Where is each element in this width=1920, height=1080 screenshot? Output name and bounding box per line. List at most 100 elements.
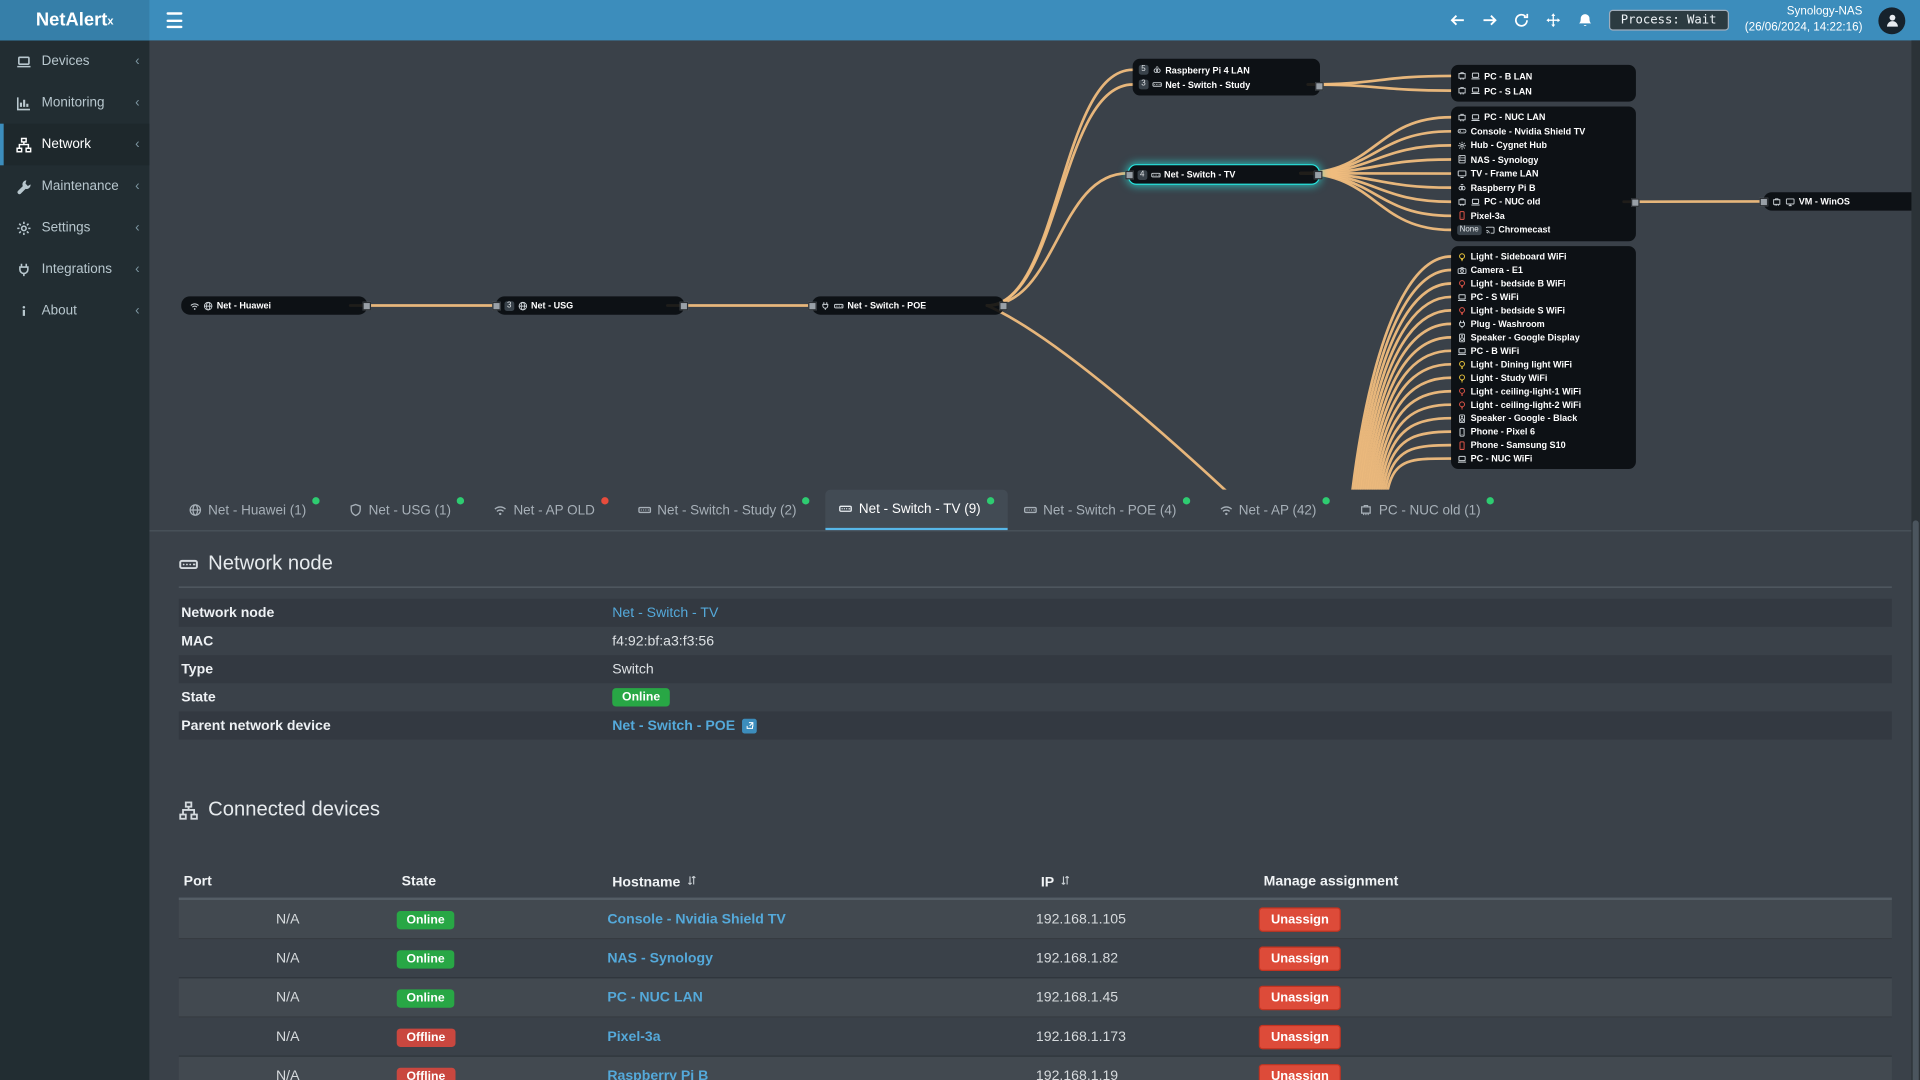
- cell-ip: 192.168.1.82: [1035, 950, 1119, 966]
- device-label: Light - Sideboard WiFi: [1470, 251, 1567, 263]
- refresh-icon[interactable]: [1513, 12, 1529, 28]
- diagram-device-speaker-google-display[interactable]: Speaker - Google Display: [1457, 331, 1630, 344]
- device-link-pixel-3a[interactable]: Pixel-3a: [607, 1029, 661, 1044]
- diagram-device-console-nvidia-shield-tv[interactable]: Console - Nvidia Shield TV: [1457, 124, 1630, 138]
- diagram-device-pixel-3a[interactable]: Pixel-3a: [1457, 209, 1630, 223]
- unassign-button[interactable]: Unassign: [1258, 985, 1342, 1010]
- diagram-node-net-switch-poe[interactable]: Net - Switch - POE: [808, 296, 1008, 315]
- device-label: Light - Study WiFi: [1470, 372, 1548, 384]
- bulb-icon: [1457, 252, 1467, 262]
- port-badge: 3: [1138, 79, 1149, 90]
- cell-port: N/A: [276, 1029, 300, 1044]
- diagram-device-pc-b-wifi[interactable]: PC - B WiFi: [1457, 344, 1630, 357]
- tab-net-huawei-1[interactable]: Net - Huawei (1): [175, 490, 333, 530]
- diagram-device-pc-b-lan[interactable]: PC - B LAN: [1457, 69, 1630, 84]
- diagram-device-pc-nuc-old[interactable]: PC - NUC old: [1457, 195, 1630, 209]
- switch-icon: [638, 503, 651, 516]
- link-net-switch-poe[interactable]: Net - Switch - POE: [612, 718, 736, 733]
- display-icon: [1785, 197, 1795, 207]
- phone-icon: [1457, 440, 1467, 450]
- diagram-group-gc: Light - Sideboard WiFi Camera - E1 Light -…: [1451, 246, 1636, 469]
- avatar[interactable]: [1878, 6, 1906, 34]
- device-link-nas-synology[interactable]: NAS - Synology: [607, 950, 713, 966]
- diagram-device-raspberry-pi-4-lan[interactable]: 5 Raspberry Pi 4 LAN: [1138, 62, 1314, 77]
- device-link-console-nvidia-shield-tv[interactable]: Console - Nvidia Shield TV: [607, 911, 786, 927]
- sidebar-item-settings[interactable]: Settings ‹: [0, 207, 149, 249]
- unassign-button[interactable]: Unassign: [1258, 1063, 1342, 1080]
- diagram-device-pc-s-lan[interactable]: PC - S LAN: [1457, 83, 1630, 98]
- tv-icon: [1457, 169, 1467, 179]
- tab-net-switch-tv-9[interactable]: Net - Switch - TV (9): [825, 489, 1008, 531]
- diagram-device-light-ceiling-light-1-wifi[interactable]: Light - ceiling-light-1 WiFi: [1457, 384, 1630, 397]
- switch-icon: [839, 502, 852, 515]
- diagram-device-pc-nuc-lan[interactable]: PC - NUC LAN: [1457, 110, 1630, 124]
- detail-row-type: Type Switch: [178, 655, 1892, 684]
- column-label: State: [401, 874, 437, 889]
- unassign-button[interactable]: Unassign: [1258, 906, 1342, 932]
- tab-net-switch-poe-4[interactable]: Net - Switch - POE (4): [1010, 490, 1203, 530]
- sidebar-item-label: Maintenance: [41, 178, 119, 194]
- diagram-device-speaker-google-black[interactable]: Speaker - Google - Black: [1457, 411, 1630, 424]
- column-header-manage-assignment: Manage assignment: [1264, 874, 1892, 889]
- sidebar-item-maintenance[interactable]: Maintenance ‹: [0, 165, 149, 207]
- unassign-button[interactable]: Unassign: [1258, 945, 1342, 971]
- column-header-hostname[interactable]: Hostname: [612, 874, 1041, 890]
- sidebar-item-monitoring[interactable]: Monitoring ‹: [0, 82, 149, 124]
- diagram-device-phone-samsung-s10[interactable]: Phone - Samsung S10: [1457, 438, 1630, 451]
- device-label: Pixel-3a: [1470, 210, 1505, 222]
- diagram-device-net-switch-study[interactable]: 3 Net - Switch - Study: [1138, 77, 1314, 92]
- diagram-device-light-study-wifi[interactable]: Light - Study WiFi: [1457, 371, 1630, 384]
- topology-edge: [1376, 403, 1453, 490]
- tab-net-ap-42[interactable]: Net - AP (42): [1206, 490, 1344, 530]
- sidebar-toggle-button[interactable]: [149, 0, 198, 40]
- scrollbar[interactable]: [1911, 40, 1920, 1080]
- diagram-device-raspberry-pi-b[interactable]: Raspberry Pi B: [1457, 181, 1630, 195]
- diagram-device-pc-s-wifi[interactable]: PC - S WiFi: [1457, 290, 1630, 303]
- diagram-device-light-bedside-s-wifi[interactable]: Light - bedside S WiFi: [1457, 304, 1630, 317]
- diagram-device-pc-nuc-wifi[interactable]: PC - NUC WiFi: [1457, 452, 1630, 465]
- wifi-icon: [1219, 503, 1232, 516]
- diagram-device-camera-e1[interactable]: Camera - E1: [1457, 263, 1630, 276]
- diagram-device-light-dining-light-wifi[interactable]: Light - Dining light WiFi: [1457, 358, 1630, 371]
- sidebar-item-network[interactable]: Network ‹: [0, 123, 150, 166]
- diagram-node-net-huawei[interactable]: Net - Huawei: [181, 296, 372, 315]
- column-header-ip[interactable]: IP: [1041, 874, 1264, 890]
- app-logo[interactable]: NetAlert x: [0, 0, 150, 41]
- topology-diagram[interactable]: Net - Huawei 3 Net - USG Net - Switch - POE…: [149, 40, 1920, 490]
- diagram-node-net-switch-tv[interactable]: 4 Net - Switch - TV: [1125, 164, 1323, 185]
- process-status-badge[interactable]: Process: Wait: [1608, 9, 1729, 31]
- tab-pc-nuc-old-1[interactable]: PC - NUC old (1): [1346, 490, 1508, 530]
- diagram-device-tv-frame-lan[interactable]: TV - Frame LAN: [1457, 167, 1630, 181]
- diagram-device-light-ceiling-light-2-wifi[interactable]: Light - ceiling-light-2 WiFi: [1457, 398, 1630, 411]
- unassign-button[interactable]: Unassign: [1258, 1024, 1342, 1049]
- device-label: PC - B LAN: [1484, 70, 1533, 82]
- diagram-device-chromecast[interactable]: None Chromecast: [1457, 223, 1630, 237]
- diagram-device-light-bedside-b-wifi[interactable]: Light - bedside B WiFi: [1457, 277, 1630, 290]
- external-link-button[interactable]: [742, 718, 758, 733]
- sidebar-item-integrations[interactable]: Integrations ‹: [0, 249, 149, 291]
- diagram-node-vm-winos[interactable]: VM - WinOS: [1759, 192, 1920, 211]
- device-link-pc-nuc-lan[interactable]: PC - NUC LAN: [607, 990, 703, 1005]
- tab-net-usg-1[interactable]: Net - USG (1): [336, 490, 478, 530]
- back-arrow-icon[interactable]: [1449, 12, 1465, 28]
- diagram-node-net-usg[interactable]: 3 Net - USG: [492, 296, 689, 315]
- link-net-switch-tv[interactable]: Net - Switch - TV: [612, 605, 719, 621]
- forward-arrow-icon[interactable]: [1481, 12, 1497, 28]
- tab-net-ap-old[interactable]: Net - AP OLD: [480, 490, 621, 530]
- sidebar-item-about[interactable]: About ‹: [0, 290, 149, 332]
- connector-handle: [1315, 81, 1324, 91]
- sidebar-item-label: Network: [41, 137, 92, 152]
- diagram-device-phone-pixel-6[interactable]: Phone - Pixel 6: [1457, 425, 1630, 438]
- sitemap-icon: [16, 137, 32, 153]
- move-icon[interactable]: [1545, 12, 1561, 28]
- diagram-device-plug-washroom[interactable]: Plug - Washroom: [1457, 317, 1630, 330]
- scrollbar-thumb[interactable]: [1912, 520, 1919, 1080]
- diagram-device-hub-cygnet-hub[interactable]: Hub - Cygnet Hub: [1457, 138, 1630, 152]
- diagram-device-light-sideboard-wifi[interactable]: Light - Sideboard WiFi: [1457, 250, 1630, 263]
- sidebar-item-label: Integrations: [41, 262, 113, 277]
- sidebar-item-devices[interactable]: Devices ‹: [0, 40, 149, 82]
- tab-net-switch-study-2[interactable]: Net - Switch - Study (2): [624, 490, 823, 530]
- notifications-bell-icon[interactable]: [1577, 12, 1593, 28]
- device-link-raspberry-pi-b[interactable]: Raspberry Pi B: [607, 1068, 709, 1080]
- diagram-device-nas-synology[interactable]: NAS - Synology: [1457, 152, 1630, 166]
